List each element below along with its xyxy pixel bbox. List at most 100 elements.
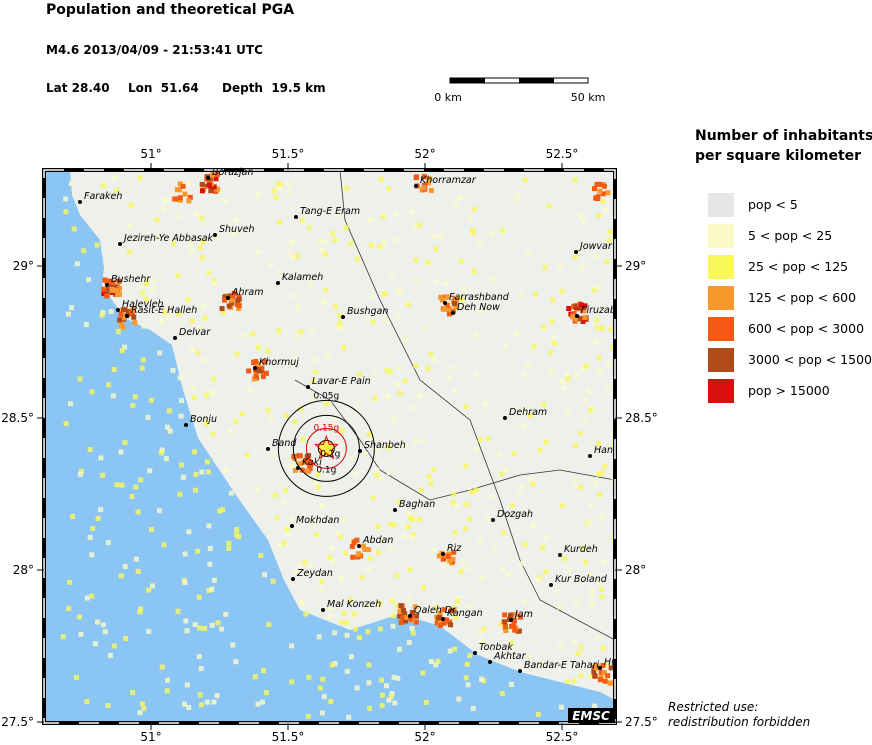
- pop-cell: [582, 303, 588, 309]
- place-dot: [473, 651, 477, 655]
- pop-cell: [293, 569, 299, 575]
- place-label: Mokhdan: [296, 515, 339, 526]
- pop-cell: [352, 626, 358, 632]
- pop-cell: [343, 224, 349, 230]
- lon: Lon 51.64: [128, 81, 199, 95]
- pop-cell: [148, 527, 154, 533]
- pop-cell: [217, 508, 223, 514]
- pop-cell: [118, 573, 124, 579]
- pop-cell: [380, 537, 386, 543]
- pop-cell: [127, 223, 133, 229]
- pop-cell: [594, 283, 600, 289]
- pop-cell: [262, 572, 268, 578]
- pop-cell: [564, 678, 570, 684]
- pop-cell: [98, 455, 104, 461]
- pop-cell: [188, 249, 194, 255]
- pop-cell: [594, 317, 600, 323]
- place-dot: [443, 301, 447, 305]
- pop-cell: [107, 652, 113, 658]
- lat-label: 28°: [625, 563, 646, 577]
- pop-cell: [601, 670, 607, 676]
- place-dot: [588, 454, 592, 458]
- pop-cell: [166, 408, 172, 414]
- pop-cell: [100, 622, 106, 628]
- place-label: Band: [272, 438, 297, 449]
- map-frame: [43, 169, 616, 724]
- pop-cell: [354, 537, 360, 543]
- pop-cell: [578, 302, 584, 308]
- pop-cell: [385, 393, 391, 399]
- pop-cell: [193, 472, 199, 478]
- pop-cell: [312, 480, 318, 486]
- pop-cell: [310, 378, 316, 384]
- pop-cell: [276, 328, 282, 334]
- pop-cell: [138, 606, 144, 612]
- lon-label: 52°: [414, 147, 435, 161]
- pop-cell: [401, 533, 407, 539]
- pop-cell: [251, 376, 257, 382]
- pop-cell: [323, 401, 329, 407]
- pop-cell: [365, 629, 371, 635]
- pop-cell: [396, 499, 402, 505]
- pop-cell: [374, 472, 380, 478]
- place-dot: [291, 577, 295, 581]
- pop-cell: [458, 569, 464, 575]
- pop-cell: [445, 553, 451, 559]
- place-dot: [441, 617, 445, 621]
- pop-cell: [376, 549, 382, 555]
- lat-label: 28.5°: [625, 411, 658, 425]
- pop-cell: [377, 626, 383, 632]
- pop-cell: [470, 230, 476, 236]
- pop-cell: [337, 320, 343, 326]
- pop-cell: [513, 611, 519, 617]
- pop-cell: [138, 283, 144, 289]
- pop-cell: [531, 344, 537, 350]
- pop-cell: [183, 618, 189, 624]
- pop-cell: [348, 241, 354, 247]
- pop-cell: [369, 438, 375, 444]
- pop-cell: [597, 677, 603, 683]
- pop-cell: [98, 507, 104, 513]
- pop-cell: [141, 323, 147, 329]
- pop-cell: [582, 418, 588, 424]
- pop-cell: [175, 608, 181, 614]
- pop-cell: [489, 230, 495, 236]
- place-dot: [276, 281, 280, 285]
- pop-cell: [406, 510, 412, 516]
- pop-cell: [344, 619, 350, 625]
- pop-cell: [159, 447, 165, 453]
- pop-cell: [145, 414, 151, 420]
- pop-cell: [339, 619, 345, 625]
- pop-cell: [178, 413, 184, 419]
- pop-cell: [74, 261, 80, 267]
- pop-cell: [592, 703, 598, 709]
- pop-cell: [466, 516, 472, 522]
- pop-cell: [533, 291, 539, 297]
- pop-cell: [213, 236, 219, 242]
- pop-cell: [197, 625, 203, 631]
- pop-cell: [161, 542, 167, 548]
- pop-cell: [511, 618, 517, 624]
- pop-cell: [69, 305, 75, 311]
- place-label: Kur Boland: [555, 574, 608, 585]
- lon-label: 51.5°: [272, 730, 305, 744]
- pop-cell: [328, 699, 334, 705]
- pop-cell: [198, 702, 204, 708]
- pop-cell: [320, 247, 326, 253]
- place-label: Dozgah: [497, 509, 533, 520]
- pop-cell: [267, 262, 273, 268]
- pop-cell: [285, 531, 291, 537]
- place-label: Kangan: [447, 608, 483, 619]
- pop-cell: [603, 208, 609, 214]
- pop-cell: [366, 547, 372, 553]
- pop-cell: [477, 630, 483, 636]
- pop-cell: [321, 694, 327, 700]
- pop-cell: [519, 561, 525, 567]
- pop-cell: [512, 627, 518, 633]
- pop-cell: [353, 471, 359, 477]
- pop-cell: [571, 678, 577, 684]
- pop-cell: [337, 325, 343, 331]
- pop-cell: [209, 586, 215, 592]
- pop-cell: [210, 281, 216, 287]
- pop-cell: [430, 547, 436, 553]
